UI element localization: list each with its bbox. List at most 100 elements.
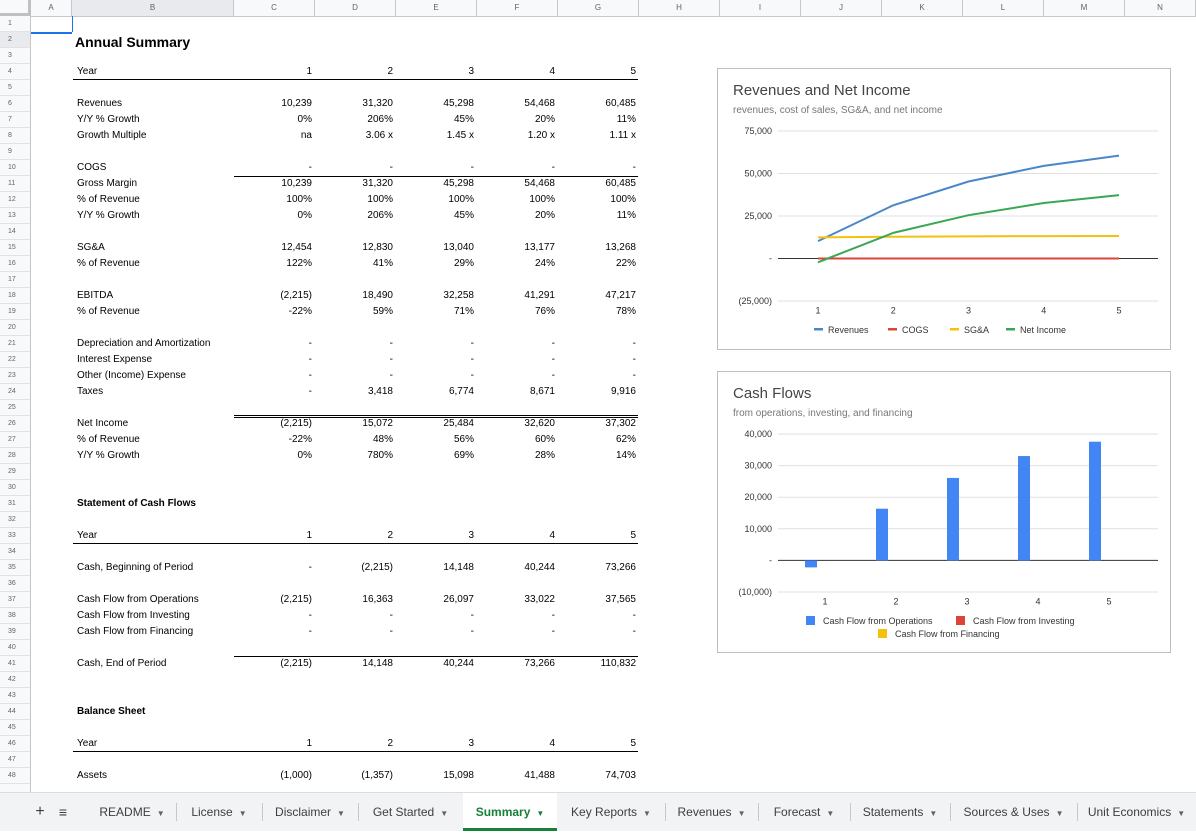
row-header-13[interactable]: 13 xyxy=(0,208,30,224)
row-header-16[interactable]: 16 xyxy=(0,256,30,272)
sheet-tab-readme[interactable]: README ▼ xyxy=(88,793,176,831)
row-header-44[interactable]: 44 xyxy=(0,704,30,720)
column-header-i[interactable]: I xyxy=(720,0,801,16)
row-header-42[interactable]: 42 xyxy=(0,672,30,688)
value-cell: 18,490 xyxy=(362,290,393,301)
all-sheets-menu-icon[interactable]: ≡ xyxy=(58,804,68,820)
row-header-11[interactable]: 11 xyxy=(0,176,30,192)
row-header-15[interactable]: 15 xyxy=(0,240,30,256)
row-header-17[interactable]: 17 xyxy=(0,272,30,288)
row-header-10[interactable]: 10 xyxy=(0,160,30,176)
row-header-22[interactable]: 22 xyxy=(0,352,30,368)
row-header-2[interactable]: 2 xyxy=(0,32,30,48)
value-cell: 28% xyxy=(534,450,555,461)
legend-label: Revenues xyxy=(828,325,869,335)
row-header-3[interactable]: 3 xyxy=(0,48,30,64)
sheet-tab-summary[interactable]: Summary ▼ xyxy=(463,793,557,831)
row-header-26[interactable]: 26 xyxy=(0,416,30,432)
row-header-29[interactable]: 29 xyxy=(0,464,30,480)
chevron-down-icon[interactable]: ▼ xyxy=(1055,809,1064,818)
row-header-38[interactable]: 38 xyxy=(0,608,30,624)
row-header-1[interactable]: 1 xyxy=(0,16,30,32)
row-header-43[interactable]: 43 xyxy=(0,688,30,704)
row-header-18[interactable]: 18 xyxy=(0,288,30,304)
sheet-tab-license[interactable]: License ▼ xyxy=(176,793,262,831)
chevron-down-icon[interactable]: ▼ xyxy=(826,809,835,818)
row-label: Y/Y % Growth xyxy=(77,210,140,221)
value-cell: 14,148 xyxy=(443,562,474,573)
sheet-tab-disclaimer[interactable]: Disclaimer ▼ xyxy=(262,793,358,831)
column-header-d[interactable]: D xyxy=(315,0,396,16)
cash-flows-chart[interactable]: Cash Flows from operations, investing, a… xyxy=(717,371,1171,653)
select-all-corner[interactable] xyxy=(0,0,31,16)
column-header-f[interactable]: F xyxy=(477,0,558,16)
column-header-j[interactable]: J xyxy=(801,0,882,16)
row-header-41[interactable]: 41 xyxy=(0,656,30,672)
row-header-39[interactable]: 39 xyxy=(0,624,30,640)
sheet-tab-key-reports[interactable]: Key Reports ▼ xyxy=(557,793,665,831)
row-header-35[interactable]: 35 xyxy=(0,560,30,576)
sheet-tab-statements[interactable]: Statements ▼ xyxy=(850,793,950,831)
row-header-25[interactable]: 25 xyxy=(0,400,30,416)
row-header-14[interactable]: 14 xyxy=(0,224,30,240)
row-header-48[interactable]: 48 xyxy=(0,768,30,784)
sheet-tab-forecast[interactable]: Forecast ▼ xyxy=(758,793,850,831)
row-header-33[interactable]: 33 xyxy=(0,528,30,544)
row-label: Y/Y % Growth xyxy=(77,114,140,125)
sheet-tab-sources-uses[interactable]: Sources & Uses ▼ xyxy=(950,793,1077,831)
row-header-28[interactable]: 28 xyxy=(0,448,30,464)
chevron-down-icon[interactable]: ▼ xyxy=(156,809,165,818)
row-header-47[interactable]: 47 xyxy=(0,752,30,768)
column-header-m[interactable]: M xyxy=(1044,0,1125,16)
column-header-h[interactable]: H xyxy=(639,0,720,16)
column-header-b[interactable]: B xyxy=(72,0,234,16)
value-cell: - xyxy=(389,370,393,381)
column-header-c[interactable]: C xyxy=(234,0,315,16)
revenue-net-income-chart[interactable]: Revenues and Net Income revenues, cost o… xyxy=(717,68,1171,350)
sheet-tab-revenues[interactable]: Revenues ▼ xyxy=(665,793,758,831)
chevron-down-icon[interactable]: ▼ xyxy=(536,809,545,818)
sheet-tab-get-started[interactable]: Get Started ▼ xyxy=(358,793,463,831)
row-header-46[interactable]: 46 xyxy=(0,736,30,752)
row-header-12[interactable]: 12 xyxy=(0,192,30,208)
chevron-down-icon[interactable]: ▼ xyxy=(440,809,449,818)
row-header-40[interactable]: 40 xyxy=(0,640,30,656)
chevron-down-icon[interactable]: ▼ xyxy=(238,809,247,818)
row-header-5[interactable]: 5 xyxy=(0,80,30,96)
chevron-down-icon[interactable]: ▼ xyxy=(737,809,746,818)
column-header-k[interactable]: K xyxy=(882,0,963,16)
row-header-24[interactable]: 24 xyxy=(0,384,30,400)
column-header-l[interactable]: L xyxy=(963,0,1044,16)
legend-label: Cash Flow from Investing xyxy=(973,616,1075,626)
value-cell: 78% xyxy=(615,306,636,317)
row-header-19[interactable]: 19 xyxy=(0,304,30,320)
column-header-a[interactable]: A xyxy=(31,0,72,16)
chevron-down-icon[interactable]: ▼ xyxy=(929,809,938,818)
row-header-34[interactable]: 34 xyxy=(0,544,30,560)
row-header-36[interactable]: 36 xyxy=(0,576,30,592)
row-header-8[interactable]: 8 xyxy=(0,128,30,144)
chevron-down-icon[interactable]: ▼ xyxy=(337,809,345,818)
chevron-down-icon[interactable]: ▼ xyxy=(643,809,651,818)
value-cell: 100% xyxy=(529,194,555,205)
row-header-30[interactable]: 30 xyxy=(0,480,30,496)
y-tick-label: 40,000 xyxy=(744,429,772,439)
add-sheet-button[interactable]: + xyxy=(35,803,45,820)
column-header-g[interactable]: G xyxy=(558,0,639,16)
column-header-e[interactable]: E xyxy=(396,0,477,16)
row-header-32[interactable]: 32 xyxy=(0,512,30,528)
row-header-20[interactable]: 20 xyxy=(0,320,30,336)
column-header-n[interactable]: N xyxy=(1125,0,1196,16)
row-header-21[interactable]: 21 xyxy=(0,336,30,352)
row-header-45[interactable]: 45 xyxy=(0,720,30,736)
chevron-down-icon[interactable]: ▼ xyxy=(1177,809,1186,818)
sheet-tab-unit-economics[interactable]: Unit Economics ▼ xyxy=(1077,793,1196,831)
row-header-4[interactable]: 4 xyxy=(0,64,30,80)
row-header-37[interactable]: 37 xyxy=(0,592,30,608)
row-header-7[interactable]: 7 xyxy=(0,112,30,128)
row-header-23[interactable]: 23 xyxy=(0,368,30,384)
row-header-31[interactable]: 31 xyxy=(0,496,30,512)
row-header-6[interactable]: 6 xyxy=(0,96,30,112)
row-header-27[interactable]: 27 xyxy=(0,432,30,448)
row-header-9[interactable]: 9 xyxy=(0,144,30,160)
